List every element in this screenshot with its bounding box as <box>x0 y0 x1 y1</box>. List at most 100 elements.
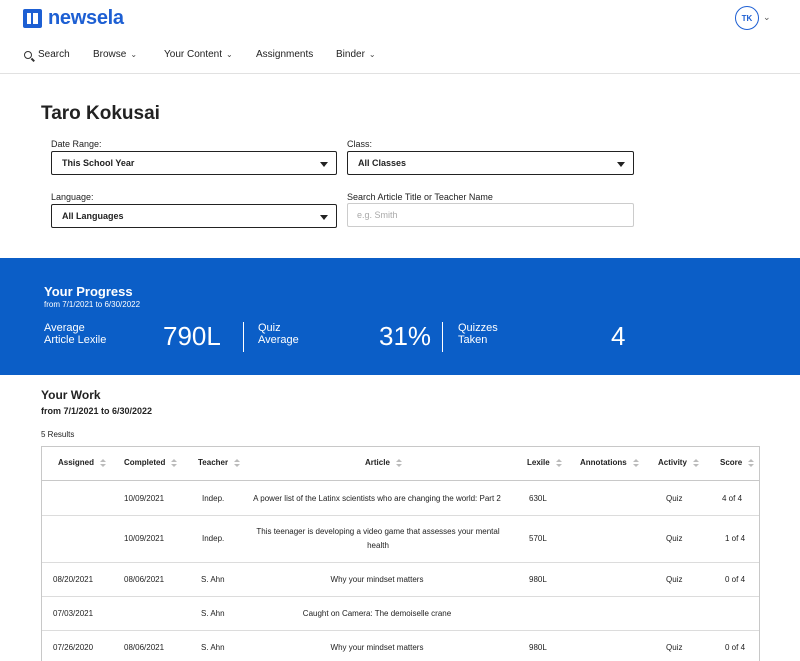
progress-banner: Your Progress from 7/1/2021 to 6/30/2022… <box>0 258 800 375</box>
caret-down-icon <box>320 162 328 167</box>
column-header-article[interactable]: Article <box>365 458 402 467</box>
nav-binder-label: Binder <box>336 49 365 60</box>
cell-teacher: S. Ahn <box>201 609 225 618</box>
caret-down-icon <box>617 162 625 167</box>
nav-search-label: Search <box>38 49 70 60</box>
column-header-label: Activity <box>658 458 687 467</box>
sort-icon <box>692 458 699 467</box>
chevron-down-icon[interactable]: ⌄ <box>763 12 771 22</box>
cell-score: 0 of 4 <box>725 575 746 584</box>
column-header-label: Lexile <box>527 458 550 467</box>
main-nav: Search Browse ⌄ Your Content ⌄ Assignmen… <box>0 36 800 74</box>
cell-score: 4 of 4 <box>722 494 743 503</box>
column-header-label: Article <box>365 458 390 467</box>
stat-label-line: Quizzes <box>458 322 498 334</box>
cell-article[interactable]: This teenager is developing a video game… <box>256 527 500 550</box>
chevron-down-icon: ⌄ <box>368 50 376 59</box>
avatar[interactable]: TK <box>735 6 759 30</box>
table-row[interactable]: 07/26/2020 08/06/2021 S. Ahn Why your mi… <box>42 631 759 661</box>
work-range: from 7/1/2021 to 6/30/2022 <box>41 406 153 416</box>
stat-label-quizzes-taken: Quizzes Taken <box>458 322 498 346</box>
chevron-down-icon: ⌄ <box>130 50 138 59</box>
column-header-label: Teacher <box>198 458 229 467</box>
logo-text: newsela <box>48 7 124 29</box>
column-header-completed[interactable]: Completed <box>124 458 178 467</box>
work-table: Assigned Completed Teacher Article Lexil… <box>41 446 760 661</box>
sort-icon <box>632 458 639 467</box>
cell-assigned: 07/03/2021 <box>53 609 94 618</box>
table-row[interactable]: 07/03/2021 S. Ahn Caught on Camera: The … <box>42 597 759 631</box>
cell-article[interactable]: Caught on Camera: The demoiselle crane <box>302 609 452 618</box>
table-header: Assigned Completed Teacher Article Lexil… <box>42 447 759 481</box>
progress-title: Your Progress <box>44 284 133 299</box>
logo-icon <box>23 9 42 28</box>
cell-activity: Quiz <box>666 643 683 652</box>
cell-completed: 08/06/2021 <box>124 643 165 652</box>
work-title: Your Work <box>41 388 101 402</box>
cell-score: 1 of 4 <box>725 534 746 543</box>
search-icon <box>24 50 32 59</box>
search-article-input[interactable] <box>347 203 634 227</box>
nav-browse-label: Browse <box>93 49 127 60</box>
column-header-label: Score <box>720 458 743 467</box>
sort-icon <box>234 458 241 467</box>
class-select[interactable]: All Classes <box>347 151 634 175</box>
language-value: All Languages <box>62 211 124 221</box>
cell-completed: 08/06/2021 <box>124 575 165 584</box>
newsela-logo[interactable]: newsela <box>23 7 124 30</box>
nav-your-content[interactable]: Your Content ⌄ <box>164 49 233 60</box>
column-header-label: Completed <box>124 458 166 467</box>
search-article-label: Search Article Title or Teacher Name <box>347 192 493 202</box>
cell-assigned: 07/26/2020 <box>53 643 94 652</box>
column-header-assigned[interactable]: Assigned <box>58 458 107 467</box>
stat-value-quizzes-taken: 4 <box>611 321 626 351</box>
chevron-down-icon: ⌄ <box>226 50 233 59</box>
divider <box>442 322 443 352</box>
cell-completed: 10/09/2021 <box>124 494 165 503</box>
nav-your-content-label: Your Content <box>164 49 223 60</box>
cell-article[interactable]: Why your mindset matters <box>330 575 424 584</box>
column-header-annotations[interactable]: Annotations <box>580 458 639 467</box>
sort-icon <box>748 458 755 467</box>
cell-teacher: S. Ahn <box>201 643 225 652</box>
table-row[interactable]: 10/09/2021 Indep. This teenager is devel… <box>42 516 759 563</box>
stat-value-lexile: 790L <box>163 321 221 351</box>
table-row[interactable]: 10/09/2021 Indep. A power list of the La… <box>42 482 759 516</box>
date-range-value: This School Year <box>62 158 135 168</box>
progress-range: from 7/1/2021 to 6/30/2022 <box>44 300 141 309</box>
stat-label-line: Average <box>258 334 299 346</box>
table-row[interactable]: 08/20/2021 08/06/2021 S. Ahn Why your mi… <box>42 563 759 597</box>
cell-article[interactable]: A power list of the Latinx scientists wh… <box>253 494 501 503</box>
nav-binder[interactable]: Binder ⌄ <box>336 49 376 60</box>
language-label: Language: <box>51 192 94 202</box>
sort-icon <box>395 458 402 467</box>
column-header-lexile[interactable]: Lexile <box>527 458 562 467</box>
cell-score: 0 of 4 <box>725 643 746 652</box>
cell-teacher: Indep. <box>202 494 225 503</box>
cell-lexile: 630L <box>529 494 547 503</box>
cell-article[interactable]: Why your mindset matters <box>330 643 424 652</box>
divider <box>243 322 244 352</box>
sort-icon <box>555 458 562 467</box>
column-header-activity[interactable]: Activity <box>658 458 699 467</box>
language-select[interactable]: All Languages <box>51 204 337 228</box>
nav-assignments[interactable]: Assignments <box>256 49 313 60</box>
caret-down-icon <box>320 215 328 220</box>
cell-lexile: 980L <box>529 575 547 584</box>
column-header-label: Assigned <box>58 458 95 467</box>
column-header-teacher[interactable]: Teacher <box>198 458 241 467</box>
date-range-select[interactable]: This School Year <box>51 151 337 175</box>
cell-assigned: 08/20/2021 <box>53 575 94 584</box>
cell-activity: Quiz <box>666 575 683 584</box>
nav-search[interactable]: Search <box>24 49 70 60</box>
column-header-label: Annotations <box>580 458 627 467</box>
stat-label-quiz-average: Quiz Average <box>258 322 299 346</box>
nav-browse[interactable]: Browse ⌄ <box>93 49 137 60</box>
sort-icon <box>171 458 178 467</box>
column-header-score[interactable]: Score <box>720 458 755 467</box>
page-title: Taro Kokusai <box>41 103 160 124</box>
date-range-label: Date Range: <box>51 139 102 149</box>
stat-label-line: Taken <box>458 334 488 346</box>
cell-lexile: 570L <box>529 534 547 543</box>
stat-label-line: Quiz <box>258 322 281 334</box>
